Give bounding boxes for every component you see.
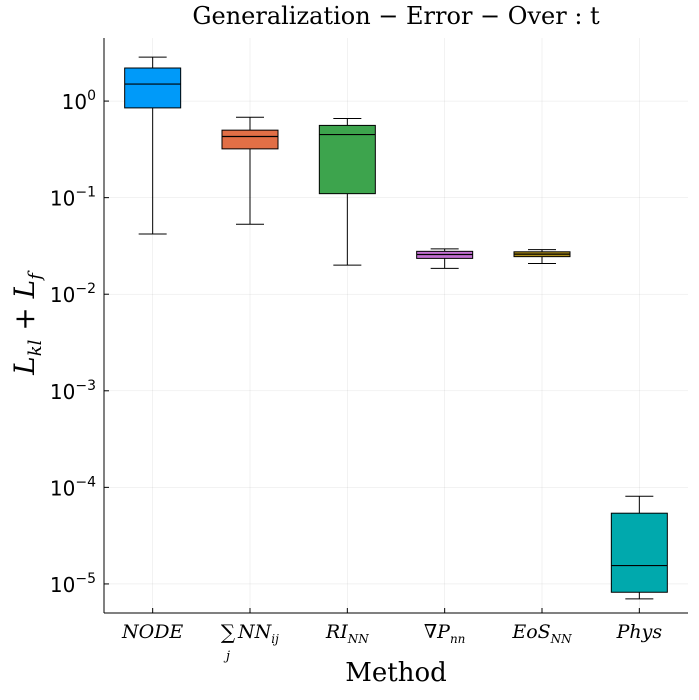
box-body: [221, 129, 279, 150]
box-body: [124, 67, 182, 109]
y-tick-label: 100: [62, 88, 96, 114]
grid-lines: [104, 38, 688, 613]
x-tick-text: NNij: [237, 621, 279, 646]
box-5: [513, 249, 571, 265]
x-tick-text: RINN: [325, 621, 369, 646]
box-6: [610, 495, 668, 600]
y-axis-label-term1-sub: kl: [25, 339, 46, 356]
boxes: [124, 56, 668, 600]
axes: [103, 38, 688, 614]
box-1: [124, 56, 182, 235]
y-axis-label-term1: L: [8, 356, 41, 376]
box-body: [318, 124, 376, 195]
y-axis-label: Lkl + Lf: [8, 270, 46, 376]
x-axis-label: Method: [345, 658, 447, 688]
y-tick-label: 10−5: [50, 571, 96, 597]
x-tick-text: ∇Pnn: [424, 621, 466, 646]
box-3: [318, 118, 376, 266]
x-tick-label: EoSNN: [511, 621, 572, 646]
y-tick-label: 10−1: [50, 185, 96, 211]
x-tick-label: ∇Pnn: [424, 621, 466, 646]
y-axis-label-term2: L: [8, 280, 41, 300]
box-2: [221, 116, 279, 225]
y-tick-label: 10−4: [50, 474, 96, 500]
box-4: [416, 248, 474, 269]
y-axis-label-plus: +: [8, 298, 41, 339]
x-tick-text: EoSNN: [511, 621, 572, 646]
x-tick-text: NODE: [121, 621, 183, 643]
y-tick-label: 10−3: [50, 378, 96, 404]
tick-labels: 10−5 10−4 10−3 10−2 10−1 100 NODE ∑ j NNij RINN ∇Pn…: [50, 88, 662, 664]
chart-title: Generalization − Error − Over : t: [192, 2, 600, 30]
box-body: [610, 512, 668, 593]
y-tick-label: 10−2: [50, 281, 96, 307]
x-tick-label: NODE: [121, 621, 183, 643]
x-tick-label: Phys: [616, 621, 663, 643]
x-tick-text: Phys: [616, 621, 663, 643]
x-tick-prefix-sub: j: [223, 649, 230, 664]
x-tick-label: RINN: [325, 621, 369, 646]
y-axis-label-term2-sub: f: [25, 270, 46, 282]
x-tick-prefix: ∑: [221, 620, 236, 644]
x-tick-label: ∑ j NNij: [221, 620, 279, 664]
svg-text:Lkl + Lf: Lkl + Lf: [8, 270, 46, 376]
